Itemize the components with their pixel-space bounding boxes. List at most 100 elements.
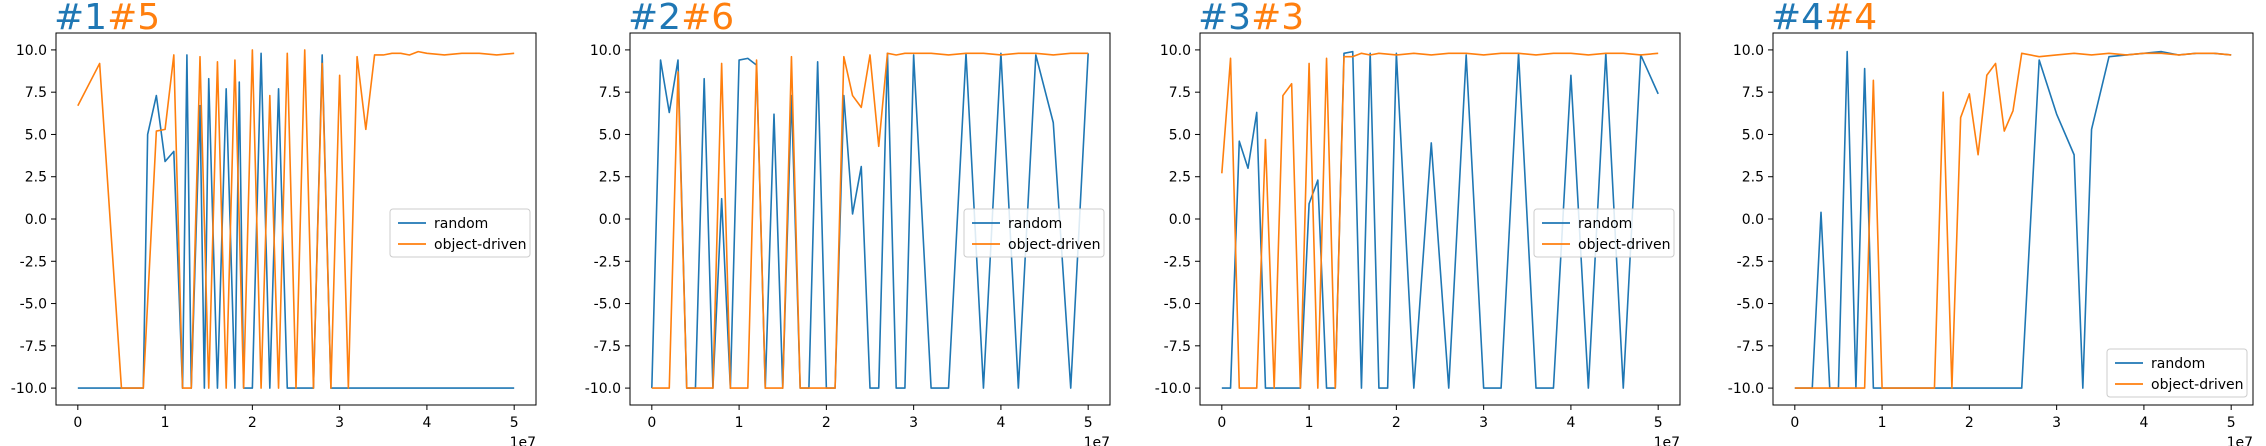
- x-tick-label: 2: [1392, 415, 1401, 431]
- x-tick-label: 5: [1654, 415, 1663, 431]
- title-part-2: #4: [1824, 0, 1877, 38]
- y-tick-label: 5.0: [1742, 127, 1764, 143]
- chart-panel-1: 0 1 2 3 4 5 -10.0 -7.5 -5.0 -2.5 0.0 2.5 5.0 7.5 10.0 1…: [11, 0, 537, 446]
- chart-panel-4: 0 1 2 3 4 5 -10.0 -7.5 -5.0 -2.5 0.0 2.5 5.0 7.5 10.0 1…: [1728, 0, 2254, 446]
- x-tick-label: 4: [2139, 415, 2148, 431]
- x-tick-label: 0: [1217, 415, 1226, 431]
- y-tick-label: 10.0: [1733, 43, 1764, 59]
- y-tick-label: 0.0: [1742, 212, 1764, 228]
- y-tick-label: -7.5: [20, 339, 47, 355]
- x-tick-label: 2: [1965, 415, 1974, 431]
- y-tick-label: -5.0: [1164, 297, 1191, 313]
- title-part-1: #3: [1198, 0, 1251, 38]
- chart-title: #1#5: [54, 0, 160, 38]
- y-tick-label: -10.0: [585, 381, 621, 397]
- y-tick-label: -10.0: [1728, 381, 1764, 397]
- legend-box: [1533, 208, 1675, 258]
- x-tick-label: 1: [1305, 415, 1314, 431]
- y-tick-label: -2.5: [1737, 254, 1764, 270]
- y-tick-label: 2.5: [1742, 170, 1764, 186]
- legend-label-object-driven: object-driven: [434, 237, 527, 253]
- title-part-1: #1: [54, 0, 107, 38]
- x-tick-label: 2: [248, 415, 257, 431]
- y-tick-label: -5.0: [594, 297, 621, 313]
- y-tick-label: -2.5: [1164, 254, 1191, 270]
- legend-label-object-driven: object-driven: [1008, 237, 1101, 253]
- title-part-1: #4: [1771, 0, 1824, 38]
- y-tick-label: 0.0: [25, 212, 47, 228]
- chart-panel-2: 0 1 2 3 4 5 -10.0 -7.5 -5.0 -2.5 0.0 2.5 5.0 7.5 10.0 1…: [585, 0, 1111, 446]
- x-offset-label: 1e7: [1084, 435, 1110, 446]
- x-tick-label: 1: [1878, 415, 1887, 431]
- x-tick-label: 3: [1479, 415, 1488, 431]
- legend-box: [963, 208, 1105, 258]
- series-line-object-driven: [77, 49, 515, 389]
- x-tick-label: 3: [335, 415, 344, 431]
- legend-label-object-driven: object-driven: [2151, 377, 2244, 393]
- title-part-2: #5: [107, 0, 160, 38]
- legend-box: [2106, 348, 2248, 398]
- y-tick-label: 2.5: [599, 170, 621, 186]
- x-tick-label: 1: [161, 415, 170, 431]
- y-tick-label: -7.5: [1164, 339, 1191, 355]
- series-line-object-driven: [651, 52, 1089, 389]
- series-line-object-driven: [1794, 52, 2232, 389]
- x-offset-label: 1e7: [510, 435, 536, 446]
- series-line-object-driven: [1221, 52, 1659, 389]
- x-tick-label: 4: [1566, 415, 1575, 431]
- series-line-random: [77, 52, 515, 389]
- x-tick-label: 0: [73, 415, 82, 431]
- y-tick-label: -2.5: [20, 254, 47, 270]
- x-tick-label: 5: [2227, 415, 2236, 431]
- y-tick-label: 0.0: [599, 212, 621, 228]
- y-tick-label: 2.5: [25, 170, 47, 186]
- legend: random object-driven: [389, 208, 531, 258]
- x-tick-label: 5: [1084, 415, 1093, 431]
- legend-label-random: random: [1578, 216, 1632, 232]
- y-tick-label: 7.5: [1169, 85, 1191, 101]
- y-tick-label: 10.0: [1160, 43, 1191, 59]
- legend: random object-driven: [1533, 208, 1675, 258]
- x-tick-label: 3: [2052, 415, 2061, 431]
- legend-label-object-driven: object-driven: [1578, 237, 1671, 253]
- y-tick-label: -10.0: [11, 381, 47, 397]
- y-tick-label: -7.5: [594, 339, 621, 355]
- chart-title: #4#4: [1771, 0, 1877, 38]
- y-tick-label: -5.0: [1737, 297, 1764, 313]
- x-tick-label: 0: [647, 415, 656, 431]
- x-tick-label: 4: [996, 415, 1005, 431]
- chart-title: #3#3: [1198, 0, 1304, 38]
- legend-label-random: random: [2151, 356, 2205, 372]
- x-tick-label: 3: [909, 415, 918, 431]
- legend-label-random: random: [434, 216, 488, 232]
- y-tick-label: 5.0: [599, 127, 621, 143]
- legend: random object-driven: [2106, 348, 2248, 398]
- chart-panel-3: 0 1 2 3 4 5 -10.0 -7.5 -5.0 -2.5 0.0 2.5 5.0 7.5 10.0 1…: [1155, 0, 1681, 446]
- x-tick-label: 0: [1790, 415, 1799, 431]
- y-tick-label: 5.0: [25, 127, 47, 143]
- series-line-random: [1794, 50, 2232, 389]
- y-tick-label: -7.5: [1737, 339, 1764, 355]
- y-tick-label: 2.5: [1169, 170, 1191, 186]
- x-tick-label: 5: [510, 415, 519, 431]
- y-tick-label: 7.5: [25, 85, 47, 101]
- y-tick-label: 10.0: [590, 43, 621, 59]
- x-tick-label: 1: [735, 415, 744, 431]
- y-tick-label: -10.0: [1155, 381, 1191, 397]
- legend-label-random: random: [1008, 216, 1062, 232]
- x-offset-label: 1e7: [2227, 435, 2253, 446]
- y-tick-label: 0.0: [1169, 212, 1191, 228]
- chart-title: #2#6: [628, 0, 734, 38]
- title-part-2: #3: [1251, 0, 1304, 38]
- legend-box: [389, 208, 531, 258]
- y-tick-label: -2.5: [594, 254, 621, 270]
- y-tick-label: 7.5: [599, 85, 621, 101]
- y-tick-label: 10.0: [16, 43, 47, 59]
- legend: random object-driven: [963, 208, 1105, 258]
- x-tick-label: 2: [822, 415, 831, 431]
- title-part-1: #2: [628, 0, 681, 38]
- y-tick-label: 7.5: [1742, 85, 1764, 101]
- x-tick-label: 4: [422, 415, 431, 431]
- y-tick-label: -5.0: [20, 297, 47, 313]
